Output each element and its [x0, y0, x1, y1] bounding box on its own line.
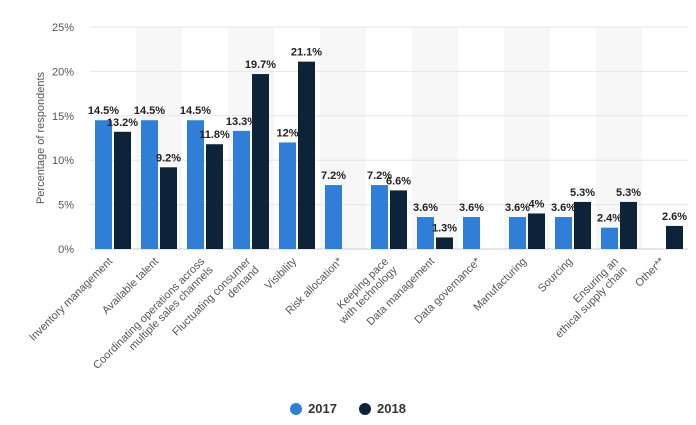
- bar-2017[interactable]: [141, 120, 158, 250]
- bar-2017[interactable]: [463, 217, 480, 249]
- bar-2018[interactable]: [620, 201, 637, 249]
- data-labels: 14.5% 14.5% 14.5% 13.3% 12% 7.2% 7.2% 3.6% 3.6% 3…: [88, 47, 687, 235]
- data-label-2018: 5.3%: [616, 187, 641, 199]
- bar-2017[interactable]: [325, 185, 342, 249]
- y-axis-ticks: 0% 5% 10% 15% 20% 25%: [52, 22, 74, 256]
- bar-2018[interactable]: [390, 190, 407, 249]
- legend-marker-2018: [359, 402, 371, 415]
- y-tick-label: 25%: [52, 22, 74, 34]
- bar-2017[interactable]: [187, 120, 204, 250]
- data-label-2018: 9.2%: [156, 152, 181, 164]
- category-label: Sourcing: [536, 256, 575, 295]
- data-label-2017: 7.2%: [321, 170, 346, 182]
- legend: 2017 2018: [0, 401, 696, 416]
- data-label-2018: 6.6%: [386, 175, 411, 187]
- bar-2017[interactable]: [279, 142, 296, 249]
- legend-item-2018[interactable]: 2018: [359, 401, 406, 416]
- data-label-2018: 4%: [529, 198, 545, 210]
- data-label-2017: 12%: [276, 127, 298, 139]
- data-label-2017: 3.6%: [459, 202, 484, 214]
- category-bands: [136, 27, 642, 249]
- bar-2017[interactable]: [95, 120, 112, 250]
- legend-label-2017: 2017: [308, 401, 337, 416]
- bar-2017[interactable]: [555, 217, 572, 249]
- legend-label-2018: 2018: [377, 401, 406, 416]
- data-label-2017: 13.3%: [226, 116, 257, 128]
- data-label-2018: 1.3%: [432, 222, 457, 234]
- legend-marker-2017: [290, 402, 303, 415]
- y-tick-label: 15%: [52, 111, 74, 123]
- bar-2018[interactable]: [436, 237, 453, 249]
- bars: [95, 61, 683, 250]
- y-tick-label: 5%: [58, 200, 74, 212]
- bar-2017[interactable]: [509, 217, 526, 249]
- category-band: [412, 27, 458, 249]
- bar-2018[interactable]: [666, 225, 683, 249]
- data-label-2017: 14.5%: [88, 105, 119, 117]
- category-band: [504, 27, 550, 249]
- y-tick-label: 0%: [58, 244, 74, 256]
- y-tick-label: 10%: [52, 155, 74, 167]
- data-label-2017: 14.5%: [180, 105, 211, 117]
- data-label-2017: 7.2%: [367, 170, 392, 182]
- category-label: Visibility: [263, 255, 300, 292]
- category-label: Other**: [633, 255, 668, 290]
- bar-2017[interactable]: [601, 227, 618, 249]
- legend-item-2017[interactable]: 2017: [290, 401, 337, 416]
- bar-2018[interactable]: [574, 201, 591, 249]
- data-label-2018: 5.3%: [570, 187, 595, 199]
- bar-2017[interactable]: [233, 130, 250, 249]
- data-label-2017: 3.6%: [551, 202, 576, 214]
- data-label-2018: 13.2%: [107, 117, 138, 129]
- data-label-2017: 14.5%: [134, 105, 165, 117]
- data-label-2017: 3.6%: [413, 202, 438, 214]
- data-label-2017: 3.6%: [505, 202, 530, 214]
- bar-2017[interactable]: [417, 217, 434, 249]
- data-label-2018: 2.6%: [662, 211, 687, 223]
- y-axis-label: Percentage of respondents: [35, 71, 47, 204]
- data-label-2018: 19.7%: [245, 59, 276, 71]
- bar-2018[interactable]: [298, 61, 315, 249]
- y-tick-label: 20%: [52, 66, 74, 78]
- bar-2018[interactable]: [206, 144, 223, 249]
- category-label: Inventory management: [27, 256, 115, 344]
- bar-2018[interactable]: [252, 74, 269, 250]
- data-label-2017: 2.4%: [597, 213, 622, 225]
- bar-2018[interactable]: [528, 213, 545, 249]
- data-label-2018: 11.8%: [199, 129, 230, 141]
- bar-2017[interactable]: [371, 185, 388, 249]
- bar-2018[interactable]: [114, 131, 131, 249]
- bar-2018[interactable]: [160, 167, 177, 249]
- data-label-2018: 21.1%: [291, 47, 322, 59]
